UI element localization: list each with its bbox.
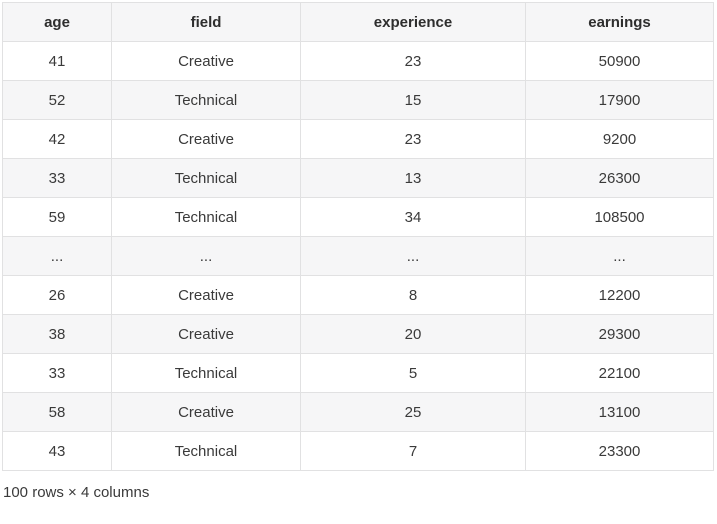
table-cell: 17900 bbox=[525, 80, 714, 120]
table-cell: 23 bbox=[300, 119, 526, 159]
table-cell: 8 bbox=[300, 275, 526, 315]
table-cell: 7 bbox=[300, 431, 526, 471]
table-cell: Creative bbox=[111, 119, 301, 159]
table-cell: Technical bbox=[111, 353, 301, 393]
table-cell: ... bbox=[111, 236, 301, 276]
shape-summary: 100 rows × 4 columns bbox=[3, 484, 150, 501]
table-cell: Creative bbox=[111, 392, 301, 432]
table-row: 38 Creative 20 29300 bbox=[2, 314, 714, 354]
table-cell: ... bbox=[525, 236, 714, 276]
table-row: 52 Technical 15 17900 bbox=[2, 80, 714, 120]
table-cell: Technical bbox=[111, 158, 301, 198]
table-row: 43 Technical 7 23300 bbox=[2, 431, 714, 471]
table-cell: 58 bbox=[2, 392, 112, 432]
table-body: 41 Creative 23 50900 52 Technical 15 17900 42 Cre… bbox=[2, 41, 714, 471]
table-cell: 23300 bbox=[525, 431, 714, 471]
table-row: 59 Technical 34 108500 bbox=[2, 197, 714, 237]
table-cell: 23 bbox=[300, 41, 526, 81]
table-cell: 34 bbox=[300, 197, 526, 237]
table-cell: 38 bbox=[2, 314, 112, 354]
table-cell: ... bbox=[2, 236, 112, 276]
table-cell: Technical bbox=[111, 80, 301, 120]
table-cell: Creative bbox=[111, 41, 301, 81]
table-cell: Creative bbox=[111, 314, 301, 354]
table-row: 58 Creative 25 13100 bbox=[2, 392, 714, 432]
table-cell: 5 bbox=[300, 353, 526, 393]
table-header-row: age field experience earnings bbox=[2, 2, 714, 42]
table-cell: 15 bbox=[300, 80, 526, 120]
table-cell: 29300 bbox=[525, 314, 714, 354]
table-cell: 108500 bbox=[525, 197, 714, 237]
table-cell: 9200 bbox=[525, 119, 714, 159]
table-header: age field experience earnings bbox=[2, 2, 714, 42]
column-header-field: field bbox=[111, 2, 301, 42]
table-cell: 25 bbox=[300, 392, 526, 432]
table-row: 33 Technical 5 22100 bbox=[2, 353, 714, 393]
table-cell: 33 bbox=[2, 353, 112, 393]
table-cell: 22100 bbox=[525, 353, 714, 393]
table-cell: 33 bbox=[2, 158, 112, 198]
data-table: age field experience earnings 41 Creative 23 5… bbox=[2, 2, 714, 471]
table-cell: 41 bbox=[2, 41, 112, 81]
table-row: 33 Technical 13 26300 bbox=[2, 158, 714, 198]
table-row: 41 Creative 23 50900 bbox=[2, 41, 714, 81]
table-cell: 52 bbox=[2, 80, 112, 120]
table-cell: 42 bbox=[2, 119, 112, 159]
table-cell: Technical bbox=[111, 197, 301, 237]
column-header-earnings: earnings bbox=[525, 2, 714, 42]
table-cell: ... bbox=[300, 236, 526, 276]
table-cell: 59 bbox=[2, 197, 112, 237]
table-cell: 43 bbox=[2, 431, 112, 471]
column-header-age: age bbox=[2, 2, 112, 42]
table-cell: 20 bbox=[300, 314, 526, 354]
table-cell: 50900 bbox=[525, 41, 714, 81]
table-cell: Technical bbox=[111, 431, 301, 471]
table-cell: 26 bbox=[2, 275, 112, 315]
column-header-experience: experience bbox=[300, 2, 526, 42]
table-row: 42 Creative 23 9200 bbox=[2, 119, 714, 159]
table-row: 26 Creative 8 12200 bbox=[2, 275, 714, 315]
table-cell: Creative bbox=[111, 275, 301, 315]
table-cell: 13100 bbox=[525, 392, 714, 432]
table-cell: 13 bbox=[300, 158, 526, 198]
table-cell: 26300 bbox=[525, 158, 714, 198]
table-cell: 12200 bbox=[525, 275, 714, 315]
table-row-ellipsis: ............ bbox=[2, 236, 714, 276]
